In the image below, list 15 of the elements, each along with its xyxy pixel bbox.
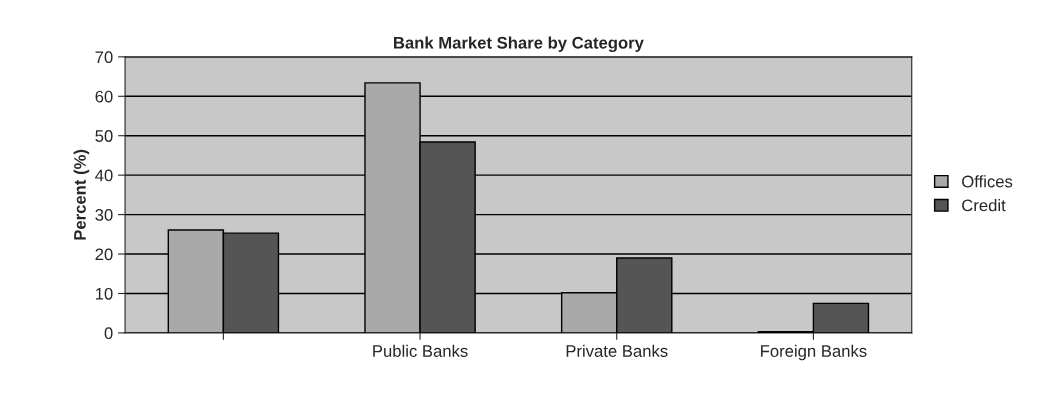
y-tick-label: 50 (95, 130, 113, 142)
legend-label: Offices (962, 175, 1013, 188)
y-tick-label: 0 (104, 327, 113, 340)
y-tick-label: 40 (95, 169, 113, 182)
x-tick-label: Private Banks (566, 344, 668, 357)
y-tick-label: 70 (95, 51, 113, 64)
y-tick-label: 30 (95, 209, 113, 221)
y-axis-title: Percent (%) (73, 149, 90, 240)
chart-title: Bank Market Share by Category (394, 36, 644, 53)
legend-label: Credit (962, 199, 1006, 212)
y-tick-label: 10 (95, 287, 113, 300)
y-tick-label: 20 (95, 248, 113, 261)
y-tick-label: 60 (95, 90, 113, 103)
x-tick-label: Public Banks (373, 344, 468, 357)
x-tick-label: Foreign Banks (761, 344, 867, 361)
